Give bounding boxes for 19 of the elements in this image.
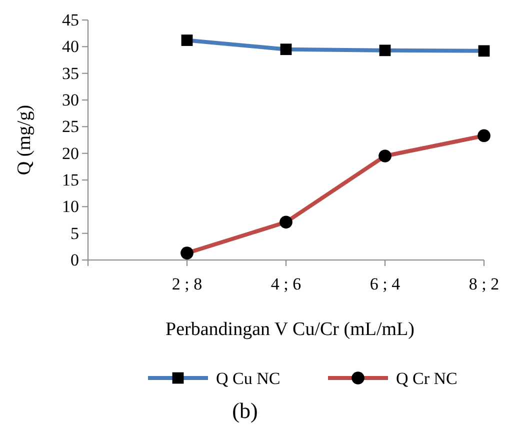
x-tick-label: 8 ; 2: [468, 274, 500, 294]
x-tick-label: 4 ; 6: [270, 274, 302, 294]
y-tick-label: 20: [62, 144, 79, 163]
y-tick-label: 40: [62, 37, 79, 56]
y-tick-label: 10: [62, 197, 79, 216]
text: (b): [232, 398, 258, 423]
y-axis-title: Q (mg/g): [14, 104, 35, 176]
x-axis-title: Perbandingan V Cu/Cr (mL/mL): [166, 319, 414, 340]
y-tick-label: 45: [62, 10, 79, 30]
y-tick-label: 25: [62, 117, 79, 136]
legend-label: Q Cu NC: [216, 369, 280, 388]
y-tick-label: 0: [70, 250, 79, 270]
y-tick-label: 35: [62, 64, 79, 83]
y-tick-label: 30: [62, 90, 79, 110]
y-tick-label: 15: [62, 170, 79, 190]
y-tick-label: 5: [70, 224, 79, 243]
x-tick-label: 2 ; 8: [172, 274, 202, 294]
legend-label: Q Cr NC: [396, 369, 458, 388]
x-tick-label: 6 ; 4: [370, 274, 401, 294]
